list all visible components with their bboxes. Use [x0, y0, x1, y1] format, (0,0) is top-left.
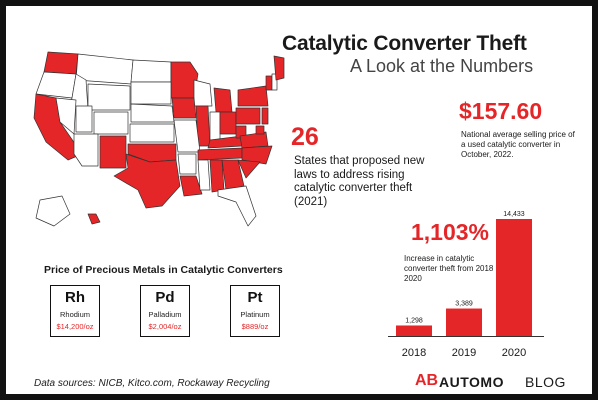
bar-category-label: 2019	[452, 347, 476, 359]
state-north-carolina	[241, 145, 273, 165]
state-maine	[273, 55, 285, 81]
state-pennsylvania	[235, 107, 261, 125]
state-vermont	[265, 75, 273, 91]
state-mississippi	[197, 159, 211, 191]
theft-bar-chart: 1,298 2018 3,389 2019 14,433 2020	[388, 211, 544, 359]
bar-value-label: 3,389	[455, 301, 473, 308]
state-new-mexico	[99, 135, 127, 169]
state-alabama	[209, 159, 225, 193]
state-utah	[75, 105, 93, 133]
metal-card-platinum: Pt Platinum $889/oz	[230, 285, 280, 337]
state-tennessee	[197, 147, 243, 161]
state-nebraska	[130, 103, 175, 123]
metals-title: Price of Precious Metals in Catalytic Co…	[44, 264, 283, 276]
bar-value-label: 14,433	[503, 211, 525, 218]
metal-name: Rhodium	[59, 310, 90, 319]
state-colorado	[93, 111, 129, 135]
states-count: 26	[291, 123, 319, 151]
state-iowa	[171, 97, 197, 119]
us-map	[33, 51, 285, 227]
metal-price: $2,004/oz	[148, 322, 182, 331]
state-kansas	[129, 123, 175, 143]
average-price: $157.60	[459, 98, 543, 124]
bar-2018	[396, 325, 432, 336]
logo-word-automo: AUTOMO	[439, 374, 504, 390]
state-ohio	[219, 111, 237, 135]
data-sources: Data sources: NICB, Kitco.com, Rockaway …	[34, 378, 270, 389]
bar-category-label: 2018	[402, 347, 426, 359]
state-indiana	[209, 111, 221, 141]
bar-category-label: 2020	[502, 347, 526, 359]
state-south-dakota	[130, 81, 172, 105]
state-new-york	[237, 85, 269, 107]
state-north-dakota	[130, 59, 172, 83]
bar-2019	[446, 308, 482, 336]
state-louisiana	[179, 175, 203, 197]
page-title: Catalytic Converter Theft	[282, 32, 527, 55]
state-hawaii	[87, 213, 101, 225]
logo-mark-icon: AB	[415, 372, 439, 389]
state-oregon	[35, 71, 77, 99]
state-arizona	[73, 133, 99, 167]
state-wisconsin	[193, 79, 213, 107]
metal-price: $889/oz	[241, 322, 269, 331]
theft-increase-percent: 1,103%	[411, 219, 490, 245]
metal-card-palladium: Pd Palladium $2,004/oz	[140, 285, 190, 337]
state-michigan	[213, 87, 233, 113]
state-washington	[43, 51, 79, 75]
theft-increase-description: Increase in catalytic converter theft fr…	[404, 254, 499, 283]
states-description: States that proposed new laws to address…	[294, 155, 425, 208]
state-maryland	[255, 125, 265, 135]
metal-price: $14,200/oz	[56, 322, 94, 331]
metal-name: Platinum	[240, 310, 270, 319]
state-arkansas	[177, 153, 197, 175]
state-texas	[113, 153, 181, 209]
page-subtitle: A Look at the Numbers	[350, 56, 534, 76]
state-florida	[217, 185, 257, 227]
state-south-carolina	[237, 159, 261, 179]
metal-symbol: Rh	[65, 289, 85, 306]
metal-symbol: Pt	[247, 289, 263, 306]
state-missouri	[173, 119, 201, 153]
metal-name: Palladium	[148, 310, 182, 319]
state-new-jersey	[261, 107, 269, 125]
state-alaska	[35, 195, 71, 227]
metal-card-rhodium: Rh Rhodium $14,200/oz	[50, 285, 100, 337]
state-wyoming	[87, 83, 131, 111]
logo-word-blog: BLOG	[525, 374, 566, 390]
bar-2020	[496, 219, 532, 336]
metal-symbol: Pd	[155, 289, 175, 306]
average-price-description: National average selling price of a used…	[461, 130, 575, 159]
bar-value-label: 1,298	[405, 317, 423, 324]
